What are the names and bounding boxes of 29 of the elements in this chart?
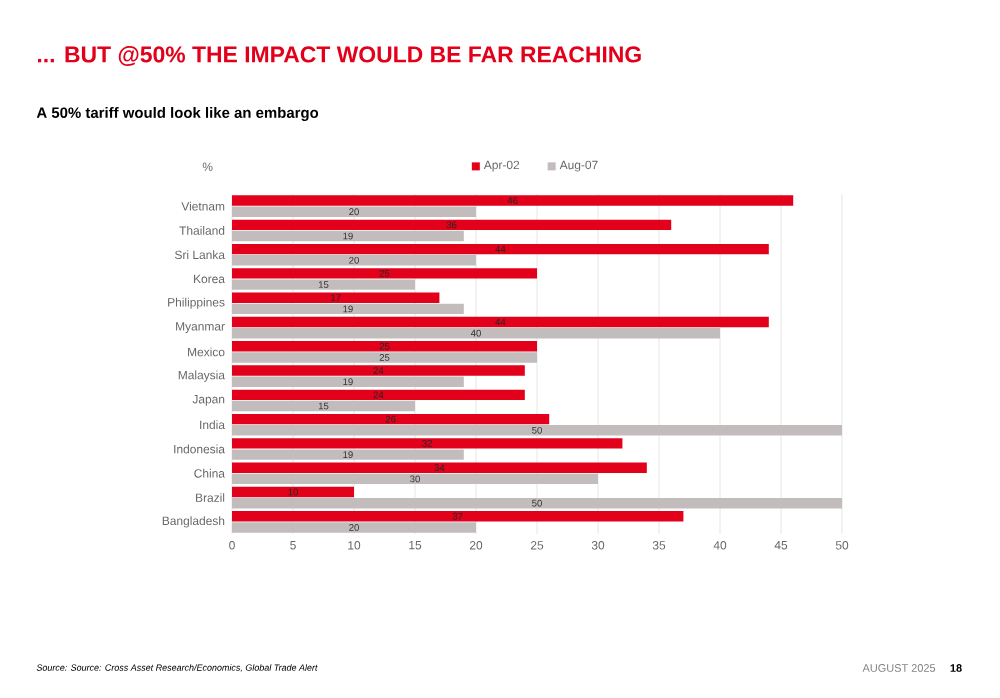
bar: [232, 219, 672, 231]
bar: [232, 376, 464, 387]
bar: [232, 389, 525, 401]
bar: [232, 341, 538, 352]
bar: [232, 303, 464, 315]
bar: [232, 522, 477, 533]
bar: [232, 497, 843, 509]
bar: [232, 365, 525, 376]
bar: [232, 279, 416, 290]
bar: [232, 243, 769, 255]
bar: [232, 255, 477, 266]
bar: [232, 292, 440, 303]
bar: [232, 352, 538, 363]
bar: [232, 195, 794, 206]
bar: [232, 511, 684, 522]
bar: [232, 449, 464, 460]
bar: [232, 413, 550, 425]
bar: [232, 425, 843, 436]
bar: [232, 400, 416, 412]
bar: [232, 316, 769, 328]
bar: [232, 268, 538, 279]
bar: [232, 462, 647, 473]
chart-title: ... BUT @50% THE IMPACT WOULD BE FAR REACHING: [37, 46, 641, 66]
bar: [232, 473, 599, 485]
bar: [232, 438, 623, 449]
bar: [232, 486, 355, 498]
bar: [232, 206, 477, 217]
bar: [232, 230, 464, 242]
bar: [232, 327, 721, 339]
